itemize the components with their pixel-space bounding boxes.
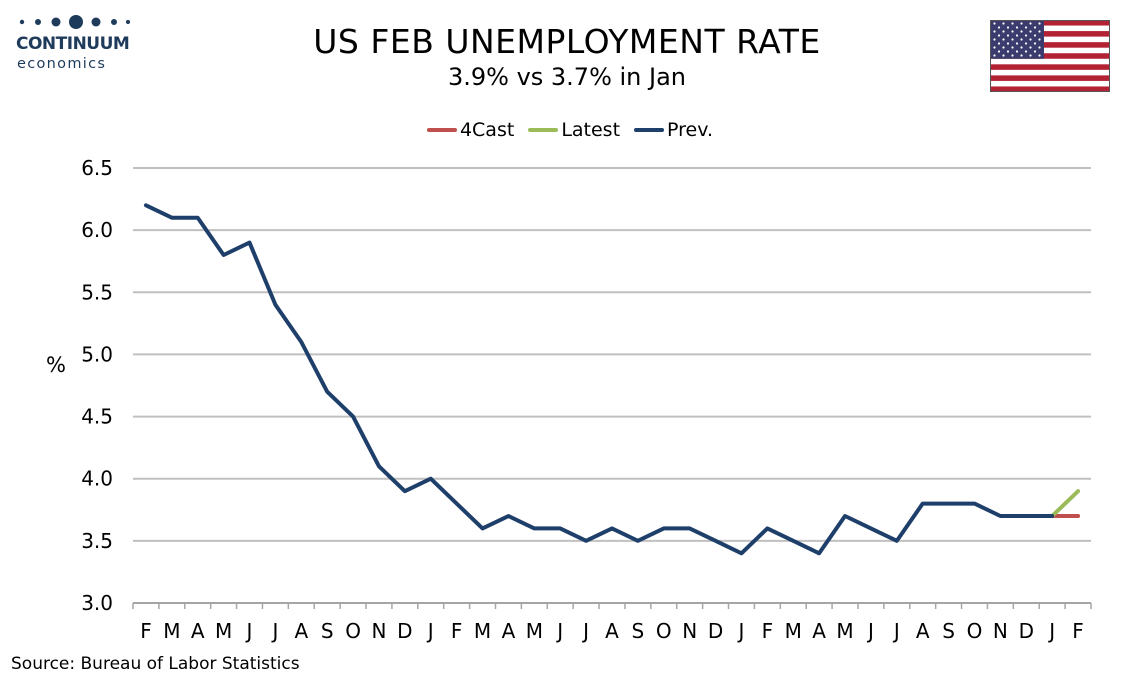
- x-tick-label: J: [737, 619, 745, 643]
- x-tick-label: D: [1019, 619, 1034, 643]
- x-tick-label: O: [656, 619, 672, 643]
- us-flag-icon: [990, 20, 1110, 92]
- x-tick-label: D: [397, 619, 412, 643]
- x-tick-label: D: [708, 619, 723, 643]
- legend-label-latest: Latest: [561, 119, 621, 141]
- x-tick-label: M: [474, 619, 491, 643]
- x-tick-label: A: [294, 619, 308, 643]
- x-tick-label: M: [163, 619, 180, 643]
- legend-label-4cast: 4Cast: [459, 119, 515, 141]
- x-tick-label: J: [555, 619, 563, 643]
- y-axis-label: %: [46, 353, 66, 377]
- x-tick-label: N: [371, 619, 386, 643]
- legend-item-latest: Latest: [528, 119, 620, 141]
- logo-dots-icon: [19, 15, 130, 29]
- x-tick-label: M: [785, 619, 802, 643]
- legend-swatch-prev: [634, 128, 665, 132]
- x-tick-label: A: [812, 619, 826, 643]
- y-tick-label: 4.0: [81, 467, 113, 491]
- y-tick-label: 5.0: [81, 342, 113, 366]
- logo-name: CONTINUUM: [16, 34, 130, 54]
- y-tick-label: 6.0: [81, 218, 113, 242]
- x-tick-label: N: [682, 619, 697, 643]
- y-tick-label: 5.5: [81, 280, 113, 304]
- x-tick-label: S: [321, 619, 334, 643]
- x-tick-label: O: [967, 619, 983, 643]
- source-note: Source: Bureau of Labor Statistics: [11, 654, 300, 674]
- series-line-prev: [143, 203, 1055, 556]
- x-tick-label: F: [762, 619, 774, 643]
- x-tick-label: A: [605, 619, 619, 643]
- x-tick-label: J: [1047, 619, 1055, 643]
- y-tick-label: 6.5: [81, 156, 113, 180]
- x-tick-label: J: [581, 619, 589, 643]
- x-tick-label: A: [916, 619, 930, 643]
- x-tick-label: F: [451, 619, 463, 643]
- x-tick-label: O: [345, 619, 361, 643]
- x-tick-label: N: [993, 619, 1008, 643]
- series-line-latest: [1050, 489, 1081, 518]
- x-tick-label: A: [502, 619, 516, 643]
- chart-subtitle: 3.9% vs 3.7% in Jan: [447, 63, 687, 91]
- x-tick-label: M: [526, 619, 543, 643]
- x-tick-label: F: [1072, 619, 1084, 643]
- legend-swatch-4cast: [426, 128, 457, 132]
- x-tick-label: M: [215, 619, 232, 643]
- legend-label-prev: Prev.: [667, 119, 714, 141]
- x-tick-label: A: [191, 619, 205, 643]
- x-tick-label: J: [270, 619, 278, 643]
- x-tick-label: S: [942, 619, 955, 643]
- logo-subtitle: economics: [17, 56, 107, 72]
- x-tick-label: J: [892, 619, 900, 643]
- legend-item-prev: Prev.: [634, 119, 713, 141]
- y-tick-label: 3.5: [81, 529, 113, 553]
- legend-item-4cast: 4Cast: [426, 119, 515, 141]
- x-tick-label: J: [245, 619, 253, 643]
- x-tick-label: S: [632, 619, 645, 643]
- legend-swatch-latest: [528, 128, 559, 132]
- x-tick-label: F: [140, 619, 152, 643]
- x-tick-label: J: [866, 619, 874, 643]
- chart-legend: 4Cast Latest Prev.: [0, 119, 1134, 141]
- y-tick-label: 3.0: [81, 591, 113, 615]
- x-tick-label: J: [426, 619, 434, 643]
- chart-title: US FEB UNEMPLOYMENT RATE: [313, 22, 821, 61]
- x-tick-label: M: [836, 619, 853, 643]
- y-tick-label: 4.5: [81, 405, 113, 429]
